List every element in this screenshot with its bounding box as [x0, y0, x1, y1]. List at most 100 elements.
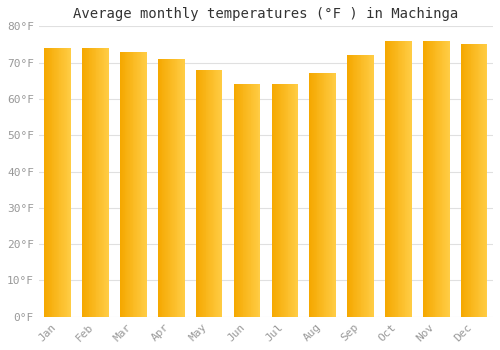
Bar — [82, 48, 83, 317]
Bar — [52, 48, 54, 317]
Bar — [385, 41, 386, 317]
Bar — [278, 84, 280, 317]
Bar — [91, 48, 92, 317]
Bar — [197, 70, 198, 317]
Bar — [319, 74, 320, 317]
Bar — [434, 41, 436, 317]
Bar — [373, 55, 374, 317]
Bar — [348, 55, 349, 317]
Bar — [83, 48, 84, 317]
Bar — [334, 74, 335, 317]
Bar — [135, 52, 136, 317]
Bar — [472, 44, 473, 317]
Bar — [200, 70, 201, 317]
Bar — [254, 84, 255, 317]
Bar — [66, 48, 68, 317]
Bar — [208, 70, 209, 317]
Bar — [464, 44, 466, 317]
Bar — [438, 41, 439, 317]
Bar — [461, 44, 487, 317]
Bar — [220, 70, 222, 317]
Bar — [332, 74, 334, 317]
Bar — [56, 48, 57, 317]
Bar — [174, 59, 175, 317]
Bar — [239, 84, 240, 317]
Bar — [102, 48, 104, 317]
Bar — [311, 74, 312, 317]
Bar — [214, 70, 216, 317]
Bar — [348, 55, 374, 317]
Bar — [392, 41, 393, 317]
Bar — [60, 48, 62, 317]
Bar — [386, 41, 387, 317]
Bar — [142, 52, 143, 317]
Bar — [132, 52, 134, 317]
Bar — [394, 41, 395, 317]
Bar — [439, 41, 440, 317]
Bar — [121, 52, 122, 317]
Bar — [94, 48, 96, 317]
Bar — [143, 52, 144, 317]
Bar — [475, 44, 476, 317]
Bar — [430, 41, 431, 317]
Bar — [474, 44, 475, 317]
Title: Average monthly temperatures (°F ) in Machinga: Average monthly temperatures (°F ) in Ma… — [74, 7, 458, 21]
Bar — [196, 70, 197, 317]
Bar — [55, 48, 56, 317]
Bar — [96, 48, 98, 317]
Bar — [210, 70, 211, 317]
Bar — [54, 48, 55, 317]
Bar — [123, 52, 124, 317]
Bar — [131, 52, 132, 317]
Bar — [327, 74, 328, 317]
Bar — [217, 70, 218, 317]
Bar — [426, 41, 428, 317]
Bar — [62, 48, 63, 317]
Bar — [372, 55, 373, 317]
Bar — [466, 44, 467, 317]
Bar — [403, 41, 404, 317]
Bar — [313, 74, 314, 317]
Bar — [201, 70, 202, 317]
Bar — [290, 84, 291, 317]
Bar — [409, 41, 410, 317]
Bar — [365, 55, 366, 317]
Bar — [179, 59, 180, 317]
Bar — [468, 44, 469, 317]
Bar — [168, 59, 170, 317]
Bar — [293, 84, 294, 317]
Bar — [424, 41, 425, 317]
Bar — [173, 59, 174, 317]
Bar — [401, 41, 402, 317]
Bar — [366, 55, 368, 317]
Bar — [432, 41, 434, 317]
Bar — [400, 41, 401, 317]
Bar — [46, 48, 47, 317]
Bar — [425, 41, 426, 317]
Bar — [390, 41, 392, 317]
Bar — [44, 48, 71, 317]
Bar — [84, 48, 85, 317]
Bar — [180, 59, 181, 317]
Bar — [44, 48, 46, 317]
Bar — [354, 55, 356, 317]
Bar — [469, 44, 470, 317]
Bar — [423, 41, 450, 317]
Bar — [385, 41, 411, 317]
Bar — [477, 44, 478, 317]
Bar — [181, 59, 182, 317]
Bar — [212, 70, 214, 317]
Bar — [393, 41, 394, 317]
Bar — [310, 74, 311, 317]
Bar — [219, 70, 220, 317]
Bar — [130, 52, 131, 317]
Bar — [249, 84, 250, 317]
Bar — [335, 74, 336, 317]
Bar — [368, 55, 370, 317]
Bar — [288, 84, 290, 317]
Bar — [64, 48, 65, 317]
Bar — [234, 84, 236, 317]
Bar — [92, 48, 93, 317]
Bar — [253, 84, 254, 317]
Bar — [258, 84, 260, 317]
